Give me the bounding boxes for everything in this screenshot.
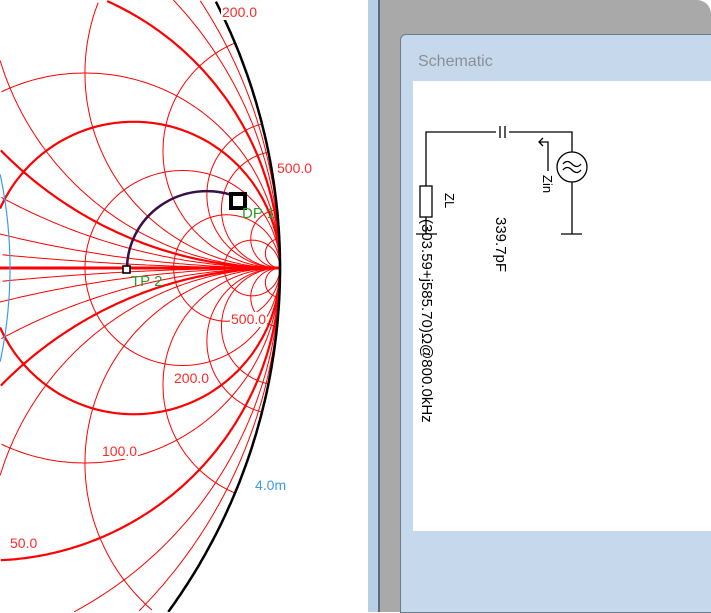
marker-tp2-label: TP 2 xyxy=(131,273,163,290)
reactance-arc xyxy=(250,209,280,269)
reactance-arc xyxy=(264,267,281,298)
marker-dp1-label: DP 1 xyxy=(242,205,276,222)
reactance-arc xyxy=(206,267,280,413)
marker-dp1-icon xyxy=(229,192,247,210)
window-title: Schematic xyxy=(418,53,493,70)
label-200-top: 200.0 xyxy=(221,4,259,20)
zin-arrow xyxy=(539,141,549,171)
schematic-canvas: ZL Zin 339.7pF (303.59+j585.70)Ω@800.0kH… xyxy=(413,81,711,531)
reactance-arc xyxy=(84,267,279,611)
schematic-window[interactable]: Schematic ZL Zin 339.7pF (303.59+j585.70… xyxy=(400,34,711,613)
label-admittance: 4.0m xyxy=(254,477,288,493)
resistance-circle xyxy=(138,0,281,612)
ac-source-icon xyxy=(556,151,588,183)
reactance-arc xyxy=(221,151,280,269)
label-500-bottom: 500.0 xyxy=(230,311,268,327)
reactance-arc xyxy=(0,267,278,476)
reactance-arc xyxy=(0,266,280,387)
label-500-top: 500.0 xyxy=(276,160,314,176)
chart-boundary xyxy=(167,1,282,612)
zin-label: Zin xyxy=(540,175,555,194)
load-label: ZL xyxy=(442,193,457,209)
smith-chart-grid xyxy=(0,0,282,612)
label-50: 50.0 xyxy=(9,535,39,551)
reactance-arc xyxy=(221,267,280,385)
label-100: 100.0 xyxy=(101,443,139,459)
reactance-arc xyxy=(162,42,280,269)
resistance-circle xyxy=(1,72,281,464)
resistance-circle xyxy=(0,120,282,416)
wire xyxy=(425,131,496,186)
reactance-arc xyxy=(84,2,279,269)
reactance-arc xyxy=(162,267,280,494)
reactance-arc xyxy=(264,238,281,269)
smith-chart[interactable]: 200.0 500.0 500.0 200.0 100.0 50.0 4.0m … xyxy=(0,0,368,612)
capacitor-value[interactable]: 339.7pF xyxy=(492,217,509,273)
reactance-arc xyxy=(206,123,280,269)
label-200-bottom: 200.0 xyxy=(173,370,211,386)
admittance-circle xyxy=(0,174,11,362)
impedance-readout: (303.59+j585.70)Ω@800.0kHz xyxy=(418,219,435,423)
resistance-circle xyxy=(73,0,281,612)
schematic-diagram xyxy=(416,126,588,235)
reactance-arc xyxy=(0,149,280,270)
reactance-arc xyxy=(0,60,278,269)
marker-tp2-icon xyxy=(122,265,131,274)
splitter[interactable] xyxy=(368,0,380,612)
load-resistor-icon xyxy=(419,185,433,218)
impedance-trace xyxy=(125,189,233,269)
